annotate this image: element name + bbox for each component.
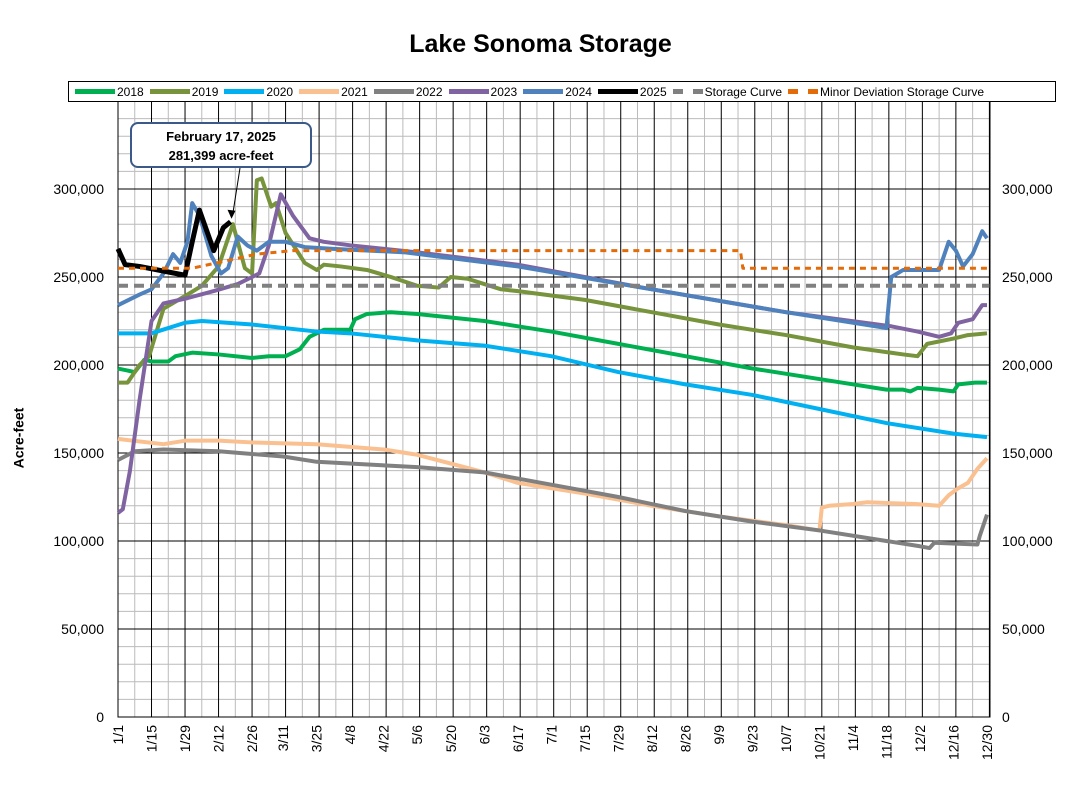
x-tick-label: 9/9 (711, 725, 727, 745)
legend-label: 2018 (117, 84, 144, 99)
y-tick-label-right: 200,000 (1002, 357, 1053, 373)
legend-item: 2021 (299, 85, 368, 99)
legend-item: 2022 (373, 84, 443, 99)
x-tick-label: 1/29 (177, 725, 193, 752)
legend-swatch (672, 89, 703, 94)
y-tick-label: 100,000 (53, 533, 104, 549)
x-tick-label: 3/11 (275, 725, 291, 751)
legend-swatch (597, 89, 638, 94)
y-tick-label-right: 100,000 (1002, 533, 1053, 549)
legend-item: 2024 (523, 85, 592, 99)
legend-label: 2024 (565, 84, 592, 99)
x-tick-label: 9/23 (744, 725, 760, 752)
x-tick-label: 6/17 (510, 725, 526, 752)
y-tick-label-right: 250,000 (1002, 269, 1053, 285)
legend: 2018 2019 2020 2021 2022 2023 2024 2025 Storage … (68, 81, 1056, 102)
annotation-arrow (232, 167, 241, 216)
legend-swatch (299, 89, 340, 94)
x-tick-label: 7/15 (577, 725, 593, 752)
legend-item: 2023 (448, 84, 518, 99)
y-tick-label: 150,000 (53, 445, 104, 461)
x-tick-label: 8/12 (644, 725, 660, 752)
x-tick-label: 2/12 (211, 725, 227, 752)
x-tick-label: 5/20 (443, 725, 459, 752)
legend-label: Minor Deviation Storage Curve (820, 84, 985, 99)
x-tick-label: 2/26 (244, 725, 260, 752)
annotation-callout: February 17, 2025 281,399 acre-feet (130, 122, 312, 168)
legend-label: Storage Curve (704, 84, 782, 99)
y-tick-label-right: 0 (1002, 709, 1010, 725)
legend-label: 2023 (490, 84, 518, 99)
x-tick-label: 3/25 (309, 725, 325, 752)
annotation-value: 281,399 acre-feet (168, 148, 274, 163)
annotation-arrowhead (227, 209, 236, 219)
x-tick-label: 10/21 (811, 725, 827, 760)
y-tick-label-right: 300,000 (1002, 181, 1053, 197)
series-line-minor-deviation-storage-curve (118, 249, 990, 270)
legend-label: 2021 (341, 84, 368, 99)
legend-item: 2025 (597, 84, 667, 99)
y-axis-label: Acre-feet (10, 407, 27, 469)
legend-swatch (523, 89, 564, 94)
legend-item: Storage Curve (672, 84, 782, 99)
legend-item: 2020 (224, 85, 293, 99)
y-tick-label: 300,000 (53, 181, 104, 197)
series-line-2020 (118, 319, 988, 440)
x-tick-label: 8/26 (677, 725, 693, 752)
y-tick-label: 200,000 (53, 357, 104, 373)
y-tick-label: 0 (96, 709, 104, 725)
y-tick-label: 50,000 (61, 621, 104, 637)
x-tick-label: 11/4 (845, 725, 861, 751)
legend-label: 2022 (415, 84, 443, 99)
x-tick-label: 10/7 (778, 725, 794, 752)
chart-title: Lake Sonoma Storage (409, 30, 672, 58)
legend-label: 2019 (191, 84, 219, 99)
x-tick-label: 12/30 (979, 725, 995, 760)
x-tick-label: 12/2 (912, 725, 928, 752)
x-tick-label: 11/18 (878, 725, 894, 759)
series-line-2025 (115, 207, 233, 278)
annotation-date: February 17, 2025 (166, 129, 276, 144)
x-tick-label: 4/8 (342, 725, 358, 745)
legend-swatch (788, 89, 818, 94)
legend-item: Minor Deviation Storage Curve (788, 85, 984, 99)
legend-swatch (373, 89, 414, 94)
x-tick-label: 1/1 (110, 725, 126, 745)
legend-swatch (149, 89, 190, 94)
x-tick-label: 4/22 (376, 725, 392, 752)
y-tick-label-right: 50,000 (1002, 621, 1045, 637)
legend-item: 2018 (75, 85, 144, 99)
x-tick-label: 5/6 (409, 725, 425, 745)
legend-label: 2025 (639, 84, 667, 99)
series-line-2023 (116, 192, 987, 515)
x-tick-label: 7/29 (610, 725, 626, 752)
x-tick-label: 6/3 (476, 725, 492, 745)
x-tick-label: 7/1 (543, 725, 559, 745)
x-tick-label: 12/16 (945, 725, 961, 760)
y-tick-label: 250,000 (53, 269, 104, 285)
series-line-2018 (117, 310, 987, 394)
series-line-2024 (117, 201, 989, 331)
x-tick-label: 1/15 (144, 725, 160, 752)
legend-swatch (448, 89, 489, 94)
series-line-2022 (117, 447, 989, 551)
legend-swatch (224, 89, 265, 94)
legend-swatch (75, 89, 115, 94)
y-tick-label-right: 150,000 (1002, 445, 1053, 461)
legend-label: 2020 (266, 84, 294, 99)
series-line-2019 (118, 176, 988, 385)
legend-item: 2019 (149, 84, 219, 99)
